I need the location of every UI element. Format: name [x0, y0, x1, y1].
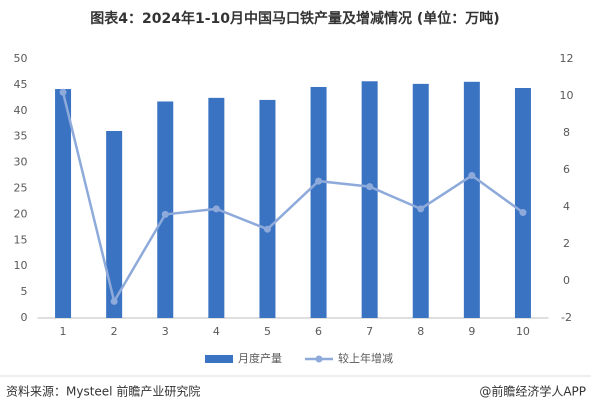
y2-tick-label: 4	[563, 200, 570, 213]
x-tick-label: 1	[60, 325, 67, 338]
x-tick-label: 3	[162, 325, 169, 338]
line-point	[110, 297, 118, 305]
x-tick-label: 7	[366, 325, 373, 338]
line-point	[315, 177, 323, 185]
x-tick-label: 9	[468, 325, 475, 338]
y2-tick-label: 6	[563, 163, 570, 176]
x-tick-label: 4	[213, 325, 220, 338]
bar	[310, 86, 327, 318]
legend-label: 较上年增减	[338, 351, 393, 365]
line-point	[161, 210, 169, 218]
bar	[361, 81, 378, 318]
y-tick-label: 5	[21, 285, 28, 298]
line-point	[468, 172, 476, 180]
y-tick-label: 20	[14, 207, 28, 220]
line-point	[519, 209, 527, 217]
bar	[157, 101, 174, 318]
bar	[412, 83, 429, 318]
y2-tick-label: -2	[561, 311, 572, 324]
y2-tick-label: 10	[560, 89, 574, 102]
bar	[463, 81, 480, 319]
x-tick-label: 5	[264, 325, 271, 338]
bar	[106, 131, 123, 318]
y-tick-label: 45	[14, 78, 28, 91]
bar	[259, 99, 276, 318]
y-tick-label: 40	[14, 104, 28, 117]
y2-tick-label: 12	[560, 52, 574, 65]
y-tick-label: 10	[14, 259, 28, 272]
y-tick-label: 50	[14, 52, 28, 65]
line	[61, 92, 524, 305]
line-point	[366, 183, 374, 191]
y-tick-label: 15	[14, 233, 28, 246]
y-tick-label: 25	[14, 182, 28, 195]
attribution: @前瞻经济学人APP	[479, 384, 586, 399]
x-tick-label: 10	[516, 325, 530, 338]
y-tick-label: 30	[14, 156, 28, 169]
y-tick-label: 0	[21, 311, 28, 324]
line-point	[212, 205, 220, 213]
line-point	[417, 205, 425, 213]
y2-tick-label: 0	[563, 274, 570, 287]
bar	[514, 88, 531, 319]
x-tick-label: 2	[111, 325, 118, 338]
x-tick-label: 8	[417, 325, 424, 338]
y-tick-label: 35	[14, 130, 28, 143]
bar	[55, 89, 72, 318]
y2-tick-label: 8	[563, 126, 570, 139]
chart-title: 图表4：2024年1-10月中国马口铁产量及增减情况 (单位：万吨)	[90, 10, 499, 27]
line-point	[59, 88, 67, 96]
legend-swatch	[205, 355, 233, 363]
y2-tick-label: 2	[563, 237, 570, 250]
legend-swatch	[315, 355, 323, 363]
x-tick-label: 6	[315, 325, 322, 338]
source: 资料来源：Mysteel 前瞻产业研究院	[6, 384, 200, 399]
legend-label: 月度产量	[238, 351, 282, 365]
line-point	[263, 225, 271, 233]
